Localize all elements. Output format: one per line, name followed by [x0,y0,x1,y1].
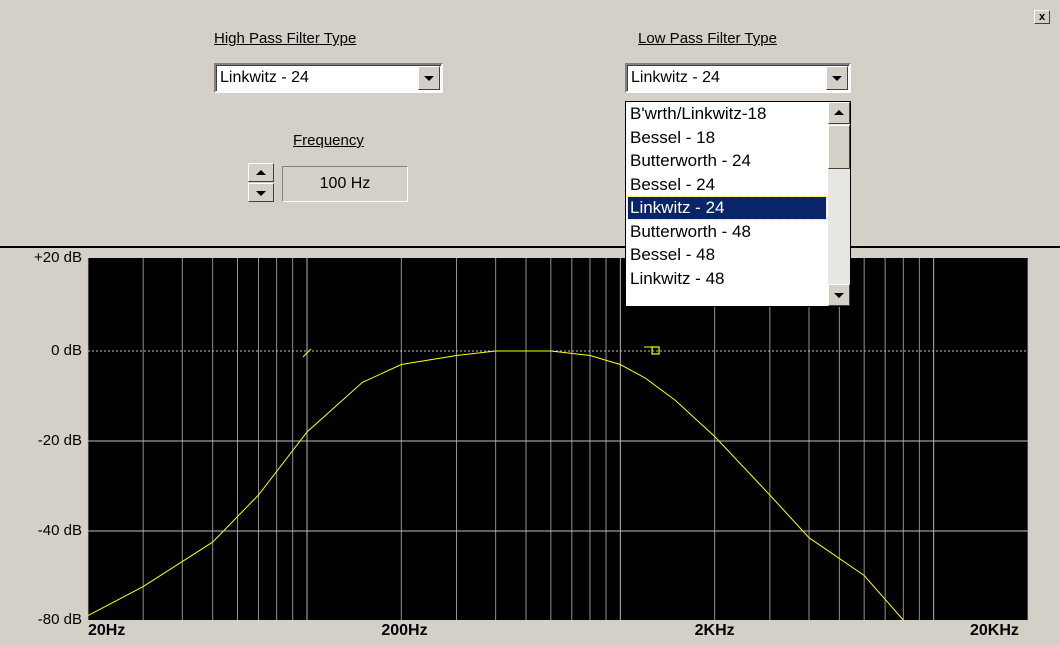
y-tick-label: +20 dB [34,249,82,266]
low-pass-filter-type-label: Low Pass Filter Type [638,30,777,47]
high-pass-filter-select[interactable]: Linkwitz - 24 [214,63,443,93]
chevron-down-icon [832,76,842,81]
scroll-up-button[interactable] [828,102,850,124]
dropdown-option[interactable]: Butterworth - 24 [630,151,751,170]
dropdown-option[interactable]: Bessel - 18 [630,127,716,147]
dropdown-option[interactable]: B'wrth/Linkwitz-18 [630,104,767,123]
y-tick-label: 0 dB [51,342,82,359]
low-pass-selected-value: Linkwitz - 24 [631,69,720,86]
high-pass-cutoff-marker [302,348,312,358]
frequency-down-button[interactable] [248,183,274,202]
plot-area [88,258,1028,620]
dropdown-option[interactable]: Linkwitz - 24 [627,196,827,220]
frequency-value-field[interactable]: 100 Hz [282,166,408,202]
low-pass-dropdown-list[interactable]: B'wrth/Linkwitz-18 Bessel - 18 Butterworth… [625,101,851,307]
x-tick-label: 200Hz [381,622,428,639]
dropdown-option[interactable]: Linkwitz - 48 [630,268,725,288]
frequency-label: Frequency [293,132,364,149]
y-tick-label: -20 dB [37,432,82,449]
high-pass-dropdown-button[interactable] [418,66,440,90]
frequency-response-plot [87,258,1029,621]
dropdown-scrollbar[interactable] [828,102,850,306]
frequency-spinner[interactable] [248,163,276,203]
low-pass-cutoff-marker [651,346,660,355]
y-tick-label: -80 dB [37,611,82,628]
close-button[interactable]: x [1034,10,1050,24]
x-tick-label: 20KHz [970,622,1019,639]
x-tick-label: 20Hz [88,622,126,639]
dropdown-option[interactable]: Bessel - 24 [630,174,716,194]
high-pass-selected-value: Linkwitz - 24 [220,69,309,86]
arrow-down-icon [834,293,844,298]
dropdown-option[interactable]: Butterworth - 48 [630,221,751,241]
scroll-thumb[interactable] [828,125,850,169]
dropdown-option[interactable]: Bessel - 48 [630,245,716,264]
low-pass-dropdown-button[interactable] [826,66,848,90]
response-curve [87,350,904,621]
scroll-down-button[interactable] [828,284,850,306]
arrow-down-icon [256,190,266,196]
panel-divider [0,246,1060,248]
x-tick-label: 2KHz [694,622,735,639]
chevron-down-icon [424,76,434,81]
filter-settings-panel: x High Pass Filter Type Linkwitz - 24 Fr… [0,0,1060,307]
high-pass-filter-type-label: High Pass Filter Type [214,30,357,47]
low-pass-filter-select[interactable]: Linkwitz - 24 [625,63,851,93]
y-tick-label: -40 dB [37,522,82,539]
arrow-up-icon [256,169,266,175]
frequency-up-button[interactable] [248,163,274,182]
arrow-up-icon [834,110,844,115]
frequency-response-chart: +20 dB 0 dB -20 dB -40 dB -80 dB 20Hz 200Hz 2K… [0,248,1060,645]
